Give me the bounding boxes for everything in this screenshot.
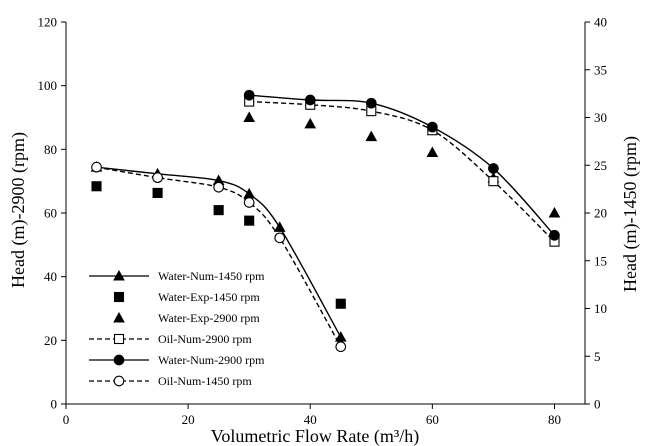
- axes: 0 20 40 60 80 0 20 40 60 80 100 120 0 5 10 15 20 25 30 35 40: [38, 15, 608, 428]
- data-point: [365, 130, 378, 142]
- y-left-tick-label: 60: [44, 206, 57, 221]
- series-oil-num-1450-rpm: [91, 161, 347, 353]
- data-point: [488, 176, 499, 187]
- data-point: [213, 181, 224, 193]
- x-tick-label: 80: [548, 412, 561, 427]
- legend-label: Water-Exp-2900 rpm: [158, 311, 260, 325]
- data-point: [274, 232, 286, 244]
- data-point: [213, 205, 224, 216]
- legend-entry: Water-Num-1450 rpm: [89, 269, 265, 283]
- y-right-tick-label: 0: [594, 397, 601, 412]
- data-point: [365, 97, 377, 109]
- legend-marker: [113, 269, 125, 281]
- legend-label: Water-Num-1450 rpm: [158, 269, 265, 283]
- legend-entry: Water-Num-2900 rpm: [89, 353, 265, 367]
- legend-label: Water-Num-2900 rpm: [158, 353, 265, 367]
- data-point: [488, 163, 499, 174]
- data-point: [304, 94, 316, 106]
- y-right-tick-label: 30: [594, 110, 607, 125]
- legend-entry: Oil-Num-2900 rpm: [89, 332, 252, 346]
- data-point: [335, 298, 346, 309]
- data-point: [548, 206, 561, 218]
- legend-label: Water-Exp-1450 rpm: [158, 290, 260, 304]
- y-left-tick-label: 100: [38, 78, 58, 93]
- series-water-num-2900-rpm: [243, 89, 560, 241]
- y-right-tick-label: 25: [594, 158, 607, 173]
- x-tick-label: 60: [426, 412, 439, 427]
- x-axis-title: Volumetric Flow Rate (m³/h): [211, 426, 420, 446]
- legend-marker: [113, 354, 125, 366]
- legend-label: Oil-Num-1450 rpm: [158, 374, 252, 388]
- x-tick-label: 0: [63, 412, 70, 427]
- y-right-tick-label: 5: [594, 349, 601, 364]
- y-right-tick-label: 35: [594, 62, 607, 77]
- data-point: [91, 181, 102, 192]
- x-tick-label: 20: [182, 412, 195, 427]
- y-left-tick-label: 0: [51, 397, 58, 412]
- legend-entry: Water-Exp-1450 rpm: [113, 290, 260, 304]
- legend: Water-Num-1450 rpm Water-Exp-1450 rpm Wate…: [89, 269, 265, 388]
- legend-entry: Water-Exp-2900 rpm: [113, 311, 260, 325]
- data-point: [91, 161, 102, 173]
- y-right-tick-label: 40: [594, 15, 607, 30]
- data-point: [243, 89, 255, 101]
- legend-marker: [113, 291, 125, 303]
- data-point: [426, 146, 439, 158]
- data-point: [243, 187, 256, 199]
- y-left-tick-label: 120: [38, 15, 58, 30]
- data-point: [152, 172, 163, 184]
- y-left-tick-label: 80: [44, 142, 57, 157]
- data-point: [334, 331, 347, 342]
- y-left-tick-label: 20: [44, 333, 57, 348]
- series-layer: [90, 89, 561, 353]
- legend-marker: [113, 311, 125, 323]
- data-point: [549, 229, 560, 241]
- y-axis-left-title: Head (m)-2900 (rpm): [8, 132, 29, 288]
- data-point: [243, 197, 255, 208]
- legend-entry: Oil-Num-1450 rpm: [89, 374, 252, 388]
- y-right-tick-label: 15: [594, 253, 607, 268]
- y-right-tick-label: 20: [594, 206, 607, 221]
- legend-marker: [113, 375, 125, 387]
- y-left-tick-label: 40: [44, 269, 57, 284]
- data-point: [244, 215, 255, 226]
- series-oil-num-2900-rpm: [244, 96, 560, 247]
- data-point: [335, 341, 347, 353]
- data-point: [243, 111, 256, 122]
- series-water-exp-1450-rpm: [91, 181, 346, 309]
- data-point: [273, 221, 286, 232]
- series-line: [249, 94, 555, 236]
- data-point: [304, 117, 317, 129]
- x-tick-label: 40: [304, 412, 317, 427]
- y-right-tick-label: 10: [594, 301, 607, 316]
- series-water-exp-2900-rpm: [243, 111, 561, 218]
- y-axis-right-title: Head (m)-1450 (rpm): [620, 136, 641, 292]
- legend-label: Oil-Num-2900 rpm: [158, 332, 252, 346]
- legend-marker: [113, 333, 125, 345]
- series-line: [249, 100, 555, 243]
- data-point: [152, 187, 163, 198]
- data-point: [427, 121, 438, 133]
